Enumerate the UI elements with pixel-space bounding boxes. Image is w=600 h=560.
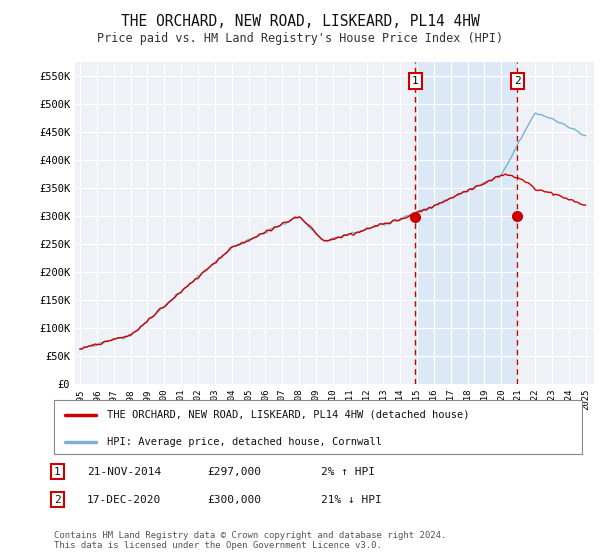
Text: 2: 2 bbox=[514, 76, 521, 86]
Text: THE ORCHARD, NEW ROAD, LISKEARD, PL14 4HW (detached house): THE ORCHARD, NEW ROAD, LISKEARD, PL14 4H… bbox=[107, 410, 469, 420]
Text: £300,000: £300,000 bbox=[207, 494, 261, 505]
Text: 21% ↓ HPI: 21% ↓ HPI bbox=[321, 494, 382, 505]
Text: 17-DEC-2020: 17-DEC-2020 bbox=[87, 494, 161, 505]
Text: 1: 1 bbox=[54, 466, 61, 477]
Text: 1: 1 bbox=[412, 76, 419, 86]
Text: £297,000: £297,000 bbox=[207, 466, 261, 477]
Text: Price paid vs. HM Land Registry's House Price Index (HPI): Price paid vs. HM Land Registry's House … bbox=[97, 32, 503, 45]
Text: 21-NOV-2014: 21-NOV-2014 bbox=[87, 466, 161, 477]
Text: 2% ↑ HPI: 2% ↑ HPI bbox=[321, 466, 375, 477]
Text: Contains HM Land Registry data © Crown copyright and database right 2024.
This d: Contains HM Land Registry data © Crown c… bbox=[54, 531, 446, 550]
Text: THE ORCHARD, NEW ROAD, LISKEARD, PL14 4HW: THE ORCHARD, NEW ROAD, LISKEARD, PL14 4H… bbox=[121, 14, 479, 29]
Bar bbox=[415, 62, 517, 384]
Text: HPI: Average price, detached house, Cornwall: HPI: Average price, detached house, Corn… bbox=[107, 437, 382, 447]
Text: 2: 2 bbox=[54, 494, 61, 505]
